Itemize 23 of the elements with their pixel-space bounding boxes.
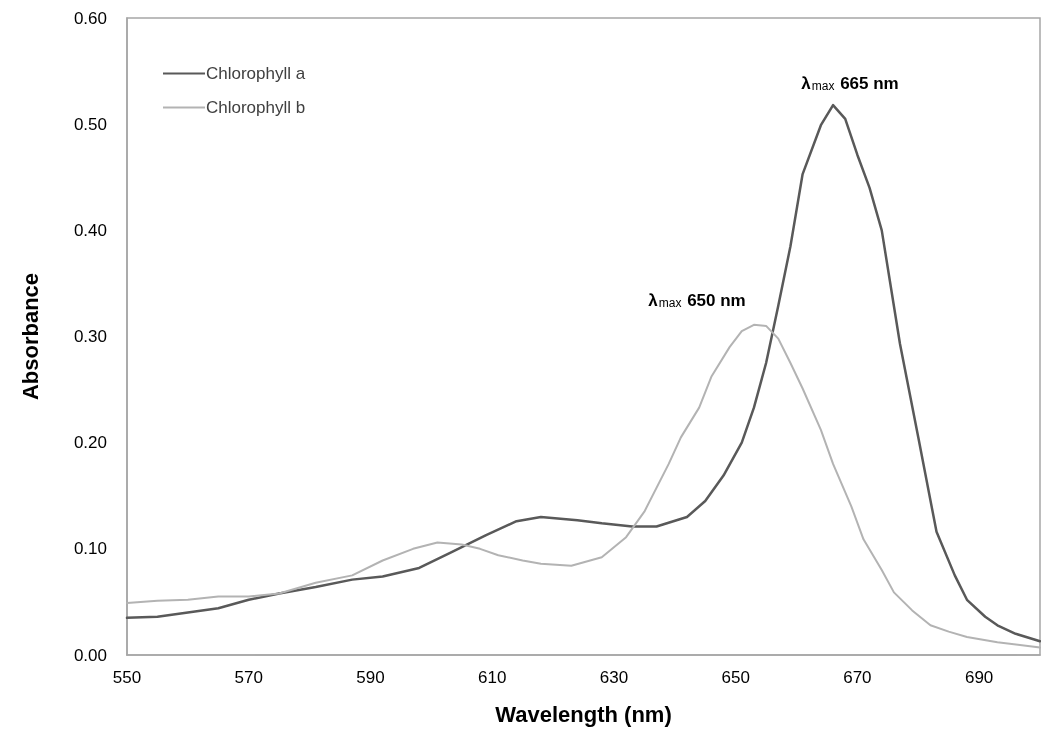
y-tick-label: 0.40 [73, 220, 107, 240]
x-axis-title: Wavelength (nm) [495, 701, 672, 727]
legend-label: Chlorophyll a [206, 64, 306, 83]
x-tick-label: 570 [234, 668, 263, 687]
annotation: λmax 665 nm [801, 73, 899, 93]
x-tick-label: 590 [356, 668, 385, 687]
y-tick-label: 0.00 [73, 645, 107, 665]
x-tick-label: 670 [843, 668, 872, 687]
annotation: λmax 650 nm [648, 290, 746, 310]
x-tick-label: 550 [112, 668, 142, 687]
x-tick-label: 630 [599, 668, 629, 687]
line-series [125, 103, 1041, 643]
y-tick-label: 0.10 [73, 539, 107, 559]
x-tick-label: 650 [721, 668, 750, 687]
line-series [126, 323, 1041, 649]
y-tick-label: 0.60 [73, 8, 107, 28]
y-tick-label: 0.50 [73, 114, 107, 134]
legend-label: Chlorophyll b [206, 98, 306, 117]
y-axis-title: Absorbance [17, 272, 43, 401]
x-tick-label: 690 [964, 668, 994, 687]
y-tick-label: 0.30 [73, 327, 107, 346]
y-tick-label: 0.20 [73, 433, 107, 453]
x-tick-label: 610 [478, 668, 507, 687]
